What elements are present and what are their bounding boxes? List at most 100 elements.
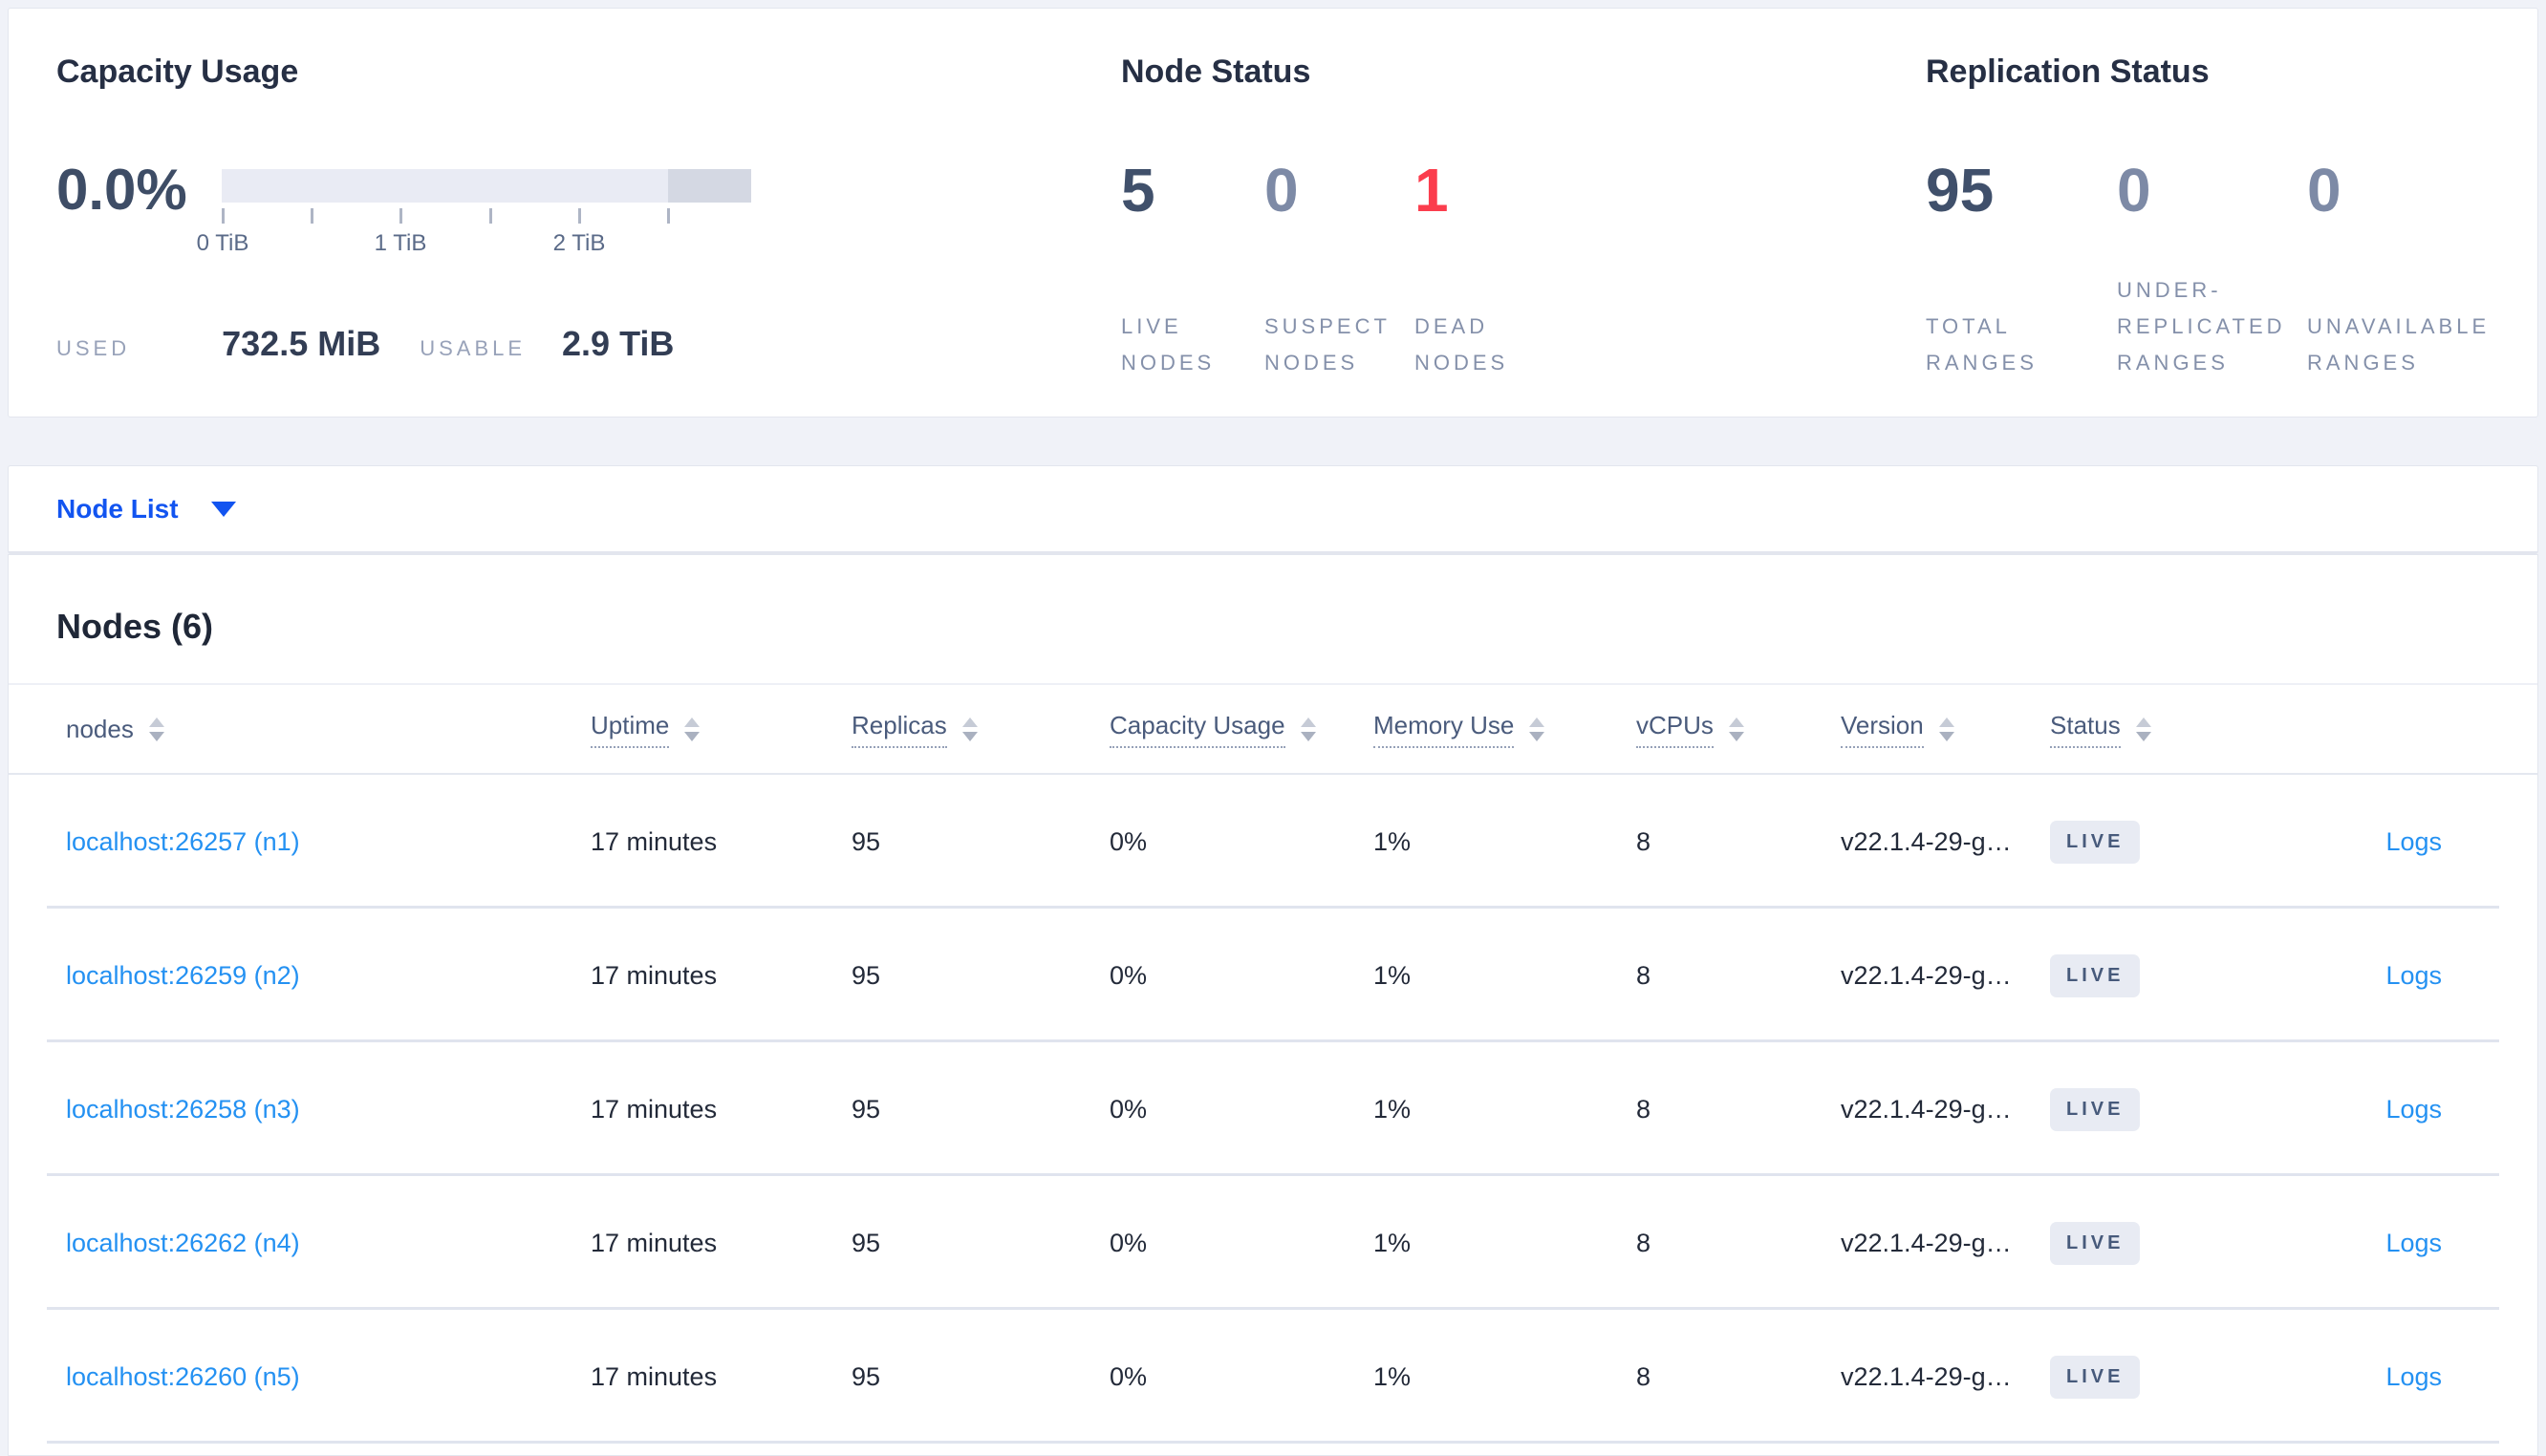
sort-asc-arrow-icon [148,717,164,727]
column-header-label[interactable]: Status [2050,711,2121,748]
version-cell: v22.1.4-29-g… [1841,1228,2012,1257]
vcpus-cell: 8 [1636,1228,1651,1257]
sort-desc-arrow-icon [961,731,978,741]
capacity-usage-cell: 0% [1110,960,1148,990]
replicas-cell: 95 [852,1361,881,1391]
sort-asc-arrow-icon [1938,717,1954,727]
sort-icon[interactable] [1300,717,1316,741]
stat-value: 1 [1414,156,1449,225]
stat-label: LIVE NODES [1121,314,1216,375]
version-cell: v22.1.4-29-g… [1841,960,2012,990]
logs-link[interactable]: Logs [2385,960,2442,990]
stat-label: DEAD NODES [1414,314,1509,375]
nodes-table-card: Nodes (6) nodes Uptime Replicas Capacity… [8,554,2538,1456]
version-cell: v22.1.4-29-g… [1841,1361,2012,1391]
column-header[interactable]: Uptime [591,711,852,748]
logs-link[interactable]: Logs [2385,1361,2442,1391]
sort-desc-arrow-icon [1300,731,1316,741]
stat-value: 5 [1121,156,1155,225]
column-header[interactable]: Replicas [852,711,1110,748]
sort-asc-arrow-icon [2135,717,2151,727]
table-row: localhost:26262 (n4) 17 minutes 95 0% 1%… [9,1176,2537,1310]
uptime-cell: 17 minutes [591,1228,718,1257]
stat-value: 0 [2307,156,2341,225]
sort-icon[interactable] [684,717,701,741]
column-header-label[interactable]: Version [1841,711,1924,748]
column-header-label[interactable]: Replicas [852,711,947,748]
sort-asc-arrow-icon [1300,717,1316,727]
uptime-cell: 17 minutes [591,826,718,856]
column-header[interactable]: Version [1841,711,2050,748]
capacity-axis-tick [578,208,581,224]
node-address-link[interactable]: localhost:26262 (n4) [66,1228,300,1257]
sort-icon[interactable] [1728,717,1744,741]
nodes-table-heading: Nodes (6) [56,607,214,646]
table-row: localhost:26258 (n3) 17 minutes 95 0% 1%… [9,1042,2537,1176]
vcpus-cell: 8 [1636,1361,1651,1391]
sort-icon[interactable] [2135,717,2151,741]
capacity-bar-track [222,169,751,203]
replication-status-labels: TOTAL RANGES UNDER-REPLICATED RANGES UNAVA… [1926,247,2527,381]
node-status-labels: LIVE NODES SUSPECT NODES DEAD NODES [1121,247,1567,381]
capacity-usage-cell: 0% [1110,1094,1148,1124]
node-status-title: Node Status [1121,54,1311,90]
sort-asc-arrow-icon [961,717,978,727]
cluster-summary-card: Capacity Usage 0.0% 0 TiB 1 TiB 2 TiB US… [8,8,2538,418]
stat-label: UNAVAILABLE RANGES [2307,314,2491,375]
column-header-label[interactable]: vCPUs [1636,711,1714,748]
sort-desc-arrow-icon [1728,731,1744,741]
column-header-label[interactable]: Uptime [591,711,670,748]
column-header[interactable]: Memory Use [1373,711,1636,748]
replicas-cell: 95 [852,960,881,990]
column-header-label[interactable]: nodes [66,714,134,743]
uptime-cell: 17 minutes [591,1361,718,1391]
node-address-link[interactable]: localhost:26258 (n3) [66,1094,300,1124]
node-list-dropdown-label: Node List [56,493,179,524]
sort-icon[interactable] [961,717,978,741]
column-header-label[interactable]: Capacity Usage [1110,711,1285,748]
used-value: 732.5 MiB [222,324,381,363]
node-address-link[interactable]: localhost:26260 (n5) [66,1361,300,1391]
capacity-usage-title: Capacity Usage [56,54,299,90]
memory-use-cell: 1% [1373,1361,1412,1391]
logs-link[interactable]: Logs [2385,826,2442,856]
node-list-dropdown[interactable]: Node List [56,494,236,525]
used-label: USED [56,336,131,360]
capacity-bar-reserved-segment [668,169,751,203]
replicas-cell: 95 [852,826,881,856]
memory-use-cell: 1% [1373,1094,1412,1124]
stat-value: 95 [1926,156,1995,225]
nodes-table-header-row: nodes Uptime Replicas Capacity Usage Mem… [9,683,2537,775]
column-header[interactable]: Status [2050,711,2289,748]
column-header[interactable]: nodes [66,715,591,744]
capacity-usage-cell: 0% [1110,826,1148,856]
capacity-bar: 0 TiB 1 TiB 2 TiB [197,169,751,256]
capacity-axis-tick [311,208,313,224]
version-cell: v22.1.4-29-g… [1841,826,2012,856]
node-address-link[interactable]: localhost:26257 (n1) [66,826,300,856]
replication-status-title: Replication Status [1926,54,2210,90]
replication-status-section: Replication Status 95 0 0 TOTAL RANGES UNDE… [1926,9,2537,417]
capacity-usage-section: Capacity Usage 0.0% 0 TiB 1 TiB 2 TiB US… [56,9,1108,417]
stat-label: SUSPECT NODES [1264,314,1391,375]
sort-icon[interactable] [1529,717,1545,741]
sort-icon[interactable] [148,717,164,741]
capacity-axis-tick [399,208,402,224]
replication-status-values: 95 0 0 [1926,154,2527,226]
logs-link[interactable]: Logs [2385,1094,2442,1124]
node-address-link[interactable]: localhost:26259 (n2) [66,960,300,990]
column-header[interactable]: vCPUs [1636,711,1841,748]
node-status-section: Node Status 5 0 1 LIVE NODES SUSPECT NODES D… [1121,9,1905,417]
replicas-cell: 95 [852,1228,881,1257]
column-header[interactable]: Capacity Usage [1110,711,1373,748]
capacity-usage-cell: 0% [1110,1361,1148,1391]
capacity-axis-tick [667,208,670,224]
node-status-values: 5 0 1 [1121,154,1567,226]
capacity-usage-cell: 0% [1110,1228,1148,1257]
logs-link[interactable]: Logs [2385,1228,2442,1257]
sort-icon[interactable] [1938,717,1954,741]
nodes-table-body: localhost:26257 (n1) 17 minutes 95 0% 1%… [9,775,2537,1444]
sort-desc-arrow-icon [2135,731,2151,741]
column-header-label[interactable]: Memory Use [1373,711,1515,748]
view-selector-bar: Node List [8,465,2538,554]
